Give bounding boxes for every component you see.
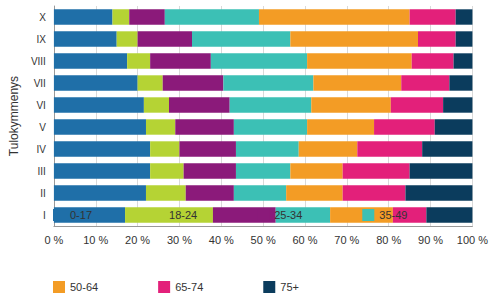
svg-text:IX: IX [36,34,46,45]
svg-text:30 %: 30 % [167,234,192,246]
svg-text:18-24: 18-24 [169,209,197,221]
svg-text:35-49: 35-49 [379,209,407,221]
svg-text:10 %: 10 % [83,234,108,246]
svg-text:VIII: VIII [31,56,46,67]
svg-text:Tulokymmenys: Tulokymmenys [7,76,21,156]
svg-text:75+: 75+ [280,281,299,293]
svg-text:VII: VII [34,78,46,89]
svg-text:80 %: 80 % [376,234,401,246]
svg-text:II: II [40,188,46,199]
svg-text:50 %: 50 % [251,234,276,246]
svg-text:50-64: 50-64 [70,281,98,293]
svg-text:V: V [39,122,46,133]
svg-text:100 %: 100 % [457,234,488,246]
svg-text:40 %: 40 % [209,234,234,246]
svg-text:III: III [38,166,46,177]
svg-text:20 %: 20 % [125,234,150,246]
svg-text:60 %: 60 % [292,234,317,246]
svg-text:IV: IV [36,144,46,155]
svg-text:0 %: 0 % [44,234,63,246]
svg-text:65-74: 65-74 [175,281,203,293]
svg-text:70 %: 70 % [334,234,359,246]
svg-text:I: I [43,210,46,221]
svg-text:0-17: 0-17 [70,209,92,221]
svg-text:X: X [39,12,46,23]
svg-text:90 %: 90 % [418,234,443,246]
svg-text:VI: VI [36,100,45,111]
svg-text:25-34: 25-34 [274,209,302,221]
